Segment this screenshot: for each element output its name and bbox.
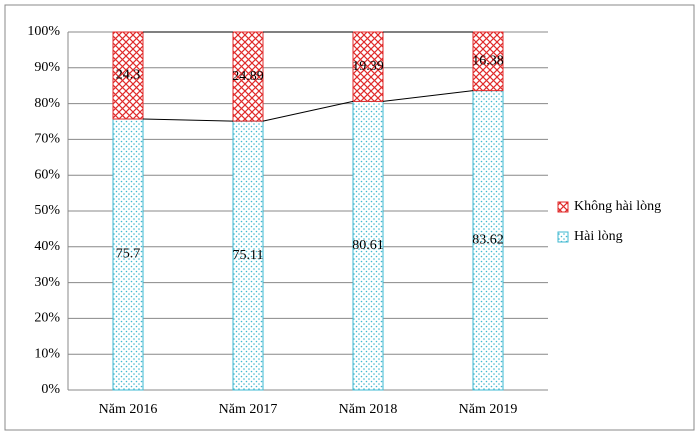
x-tick-label: Năm 2017 — [219, 402, 278, 417]
value-label: 24.89 — [232, 69, 264, 84]
y-tick-label: 20% — [34, 311, 60, 326]
y-tick-label: 70% — [34, 132, 60, 147]
value-label: 80.61 — [352, 238, 384, 253]
value-label: 24.3 — [116, 68, 141, 83]
x-tick-label: Năm 2018 — [339, 402, 398, 417]
y-tick-label: 30% — [34, 275, 60, 290]
y-tick-label: 40% — [34, 239, 60, 254]
bar-segment — [112, 31, 144, 120]
value-label: 83.62 — [472, 233, 504, 248]
legend-swatch — [557, 201, 569, 213]
value-label: 19.39 — [352, 59, 384, 74]
y-tick-label: 90% — [34, 60, 60, 75]
value-label: 75.7 — [116, 247, 141, 262]
legend-label: Không hài lòng — [574, 199, 661, 214]
legend-label: Hài lòng — [574, 229, 623, 244]
value-label: 75.11 — [233, 248, 264, 263]
frame — [4, 4, 695, 431]
value-label: 16.38 — [472, 54, 504, 69]
y-tick-label: 100% — [27, 24, 60, 39]
legend-swatch — [557, 231, 569, 243]
bar-segment — [352, 31, 384, 102]
series-line — [142, 90, 474, 122]
y-tick-label: 10% — [34, 346, 60, 361]
y-tick-label: 50% — [34, 203, 60, 218]
x-tick-label: Năm 2019 — [459, 402, 518, 417]
y-tick-label: 80% — [34, 96, 60, 111]
bar-segment — [112, 118, 144, 391]
bar-segment — [472, 31, 504, 92]
x-tick-label: Năm 2016 — [99, 402, 158, 417]
y-tick-label: 0% — [41, 382, 60, 397]
bar-segment — [232, 31, 264, 122]
y-tick-label: 60% — [34, 167, 60, 182]
